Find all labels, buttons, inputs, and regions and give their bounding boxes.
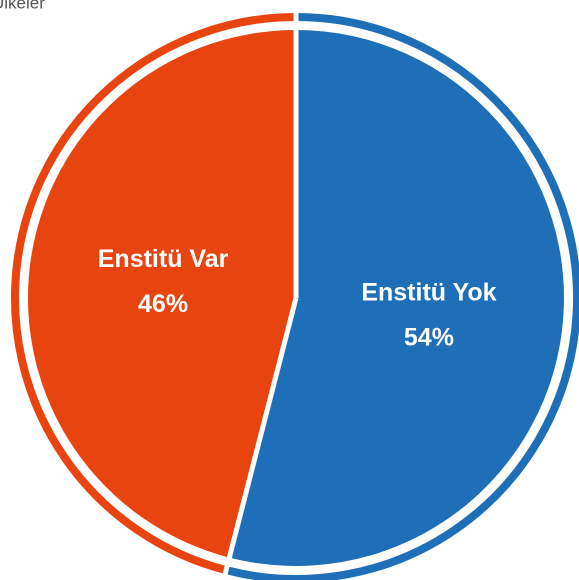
slice-value-label: 46% [138,290,188,318]
slice-category: Enstitü Yok [361,278,496,306]
slice-separator [221,297,299,579]
pie-slice [28,30,296,558]
slice-value-label: 54% [404,323,454,351]
slice-ring [11,13,297,575]
slice-ring [225,13,579,580]
chart-title: Ülkeler [0,0,45,12]
slice-category: Enstitü Var [98,245,229,273]
pie-slice [229,30,565,567]
